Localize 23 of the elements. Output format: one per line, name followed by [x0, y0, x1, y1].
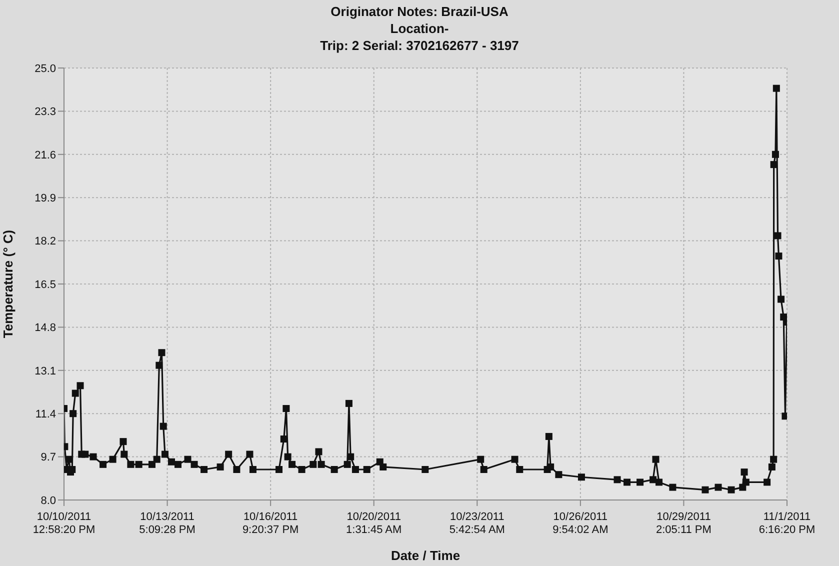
x-tick-label: 10/23/2011 5:42:54 AM: [449, 511, 505, 536]
y-tick-label: 16.5: [34, 278, 56, 291]
y-axis-title: Temperature (° C): [0, 230, 16, 338]
x-tick-label: 11/1/2011 6:16:20 PM: [758, 511, 816, 536]
x-tick-label: 10/16/2011 9:20:37 PM: [242, 511, 299, 536]
x-tick-label: 10/13/2011 5:09:28 PM: [139, 511, 196, 536]
y-tick-label: 8.0: [40, 494, 56, 507]
y-tick-label: 18.2: [34, 236, 56, 248]
x-tick-label: 10/20/2011 1:31:45 AM: [346, 511, 402, 536]
y-tick-label: 14.8: [34, 322, 56, 334]
x-tick-label: 10/29/2011 2:05:11 PM: [656, 511, 712, 536]
y-tick-label: 21.6: [34, 149, 56, 162]
chart-title: Originator Notes: Brazil-USA: [330, 3, 510, 20]
y-tick-label: 11.4: [35, 408, 56, 421]
x-tick-label: 10/26/2011 9:54:02 AM: [552, 511, 608, 536]
chart-subtitle: Location- Trip: 2 Serial: 3702162677 - 3197: [319, 20, 520, 54]
y-tick-label: 19.9: [34, 192, 56, 205]
y-tick-label: 25.0: [34, 62, 56, 75]
y-tick-label: 13.1: [34, 365, 56, 378]
y-tick-label: 9.7: [40, 452, 56, 464]
x-tick-label: 10/10/2011 12:58:20 PM: [32, 511, 96, 536]
y-tick-label: 23.3: [34, 106, 56, 118]
x-axis-title: Date / Time: [390, 548, 460, 563]
